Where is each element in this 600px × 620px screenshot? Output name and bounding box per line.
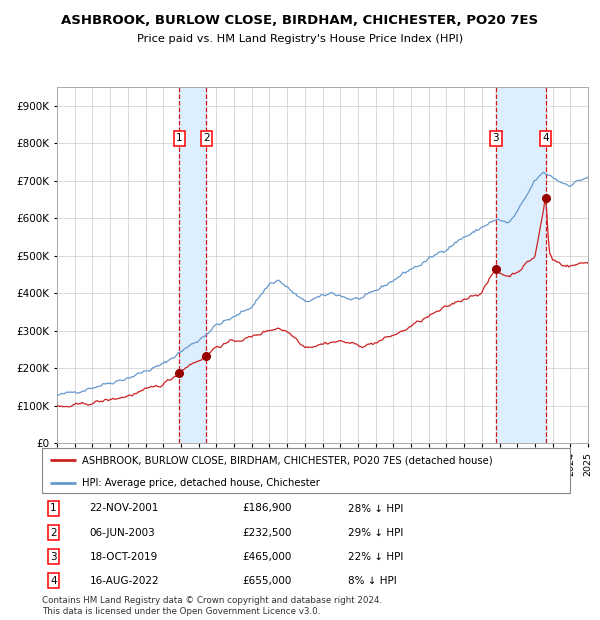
Text: 22% ↓ HPI: 22% ↓ HPI <box>348 552 404 562</box>
Text: 8% ↓ HPI: 8% ↓ HPI <box>348 575 397 585</box>
Text: 06-JUN-2003: 06-JUN-2003 <box>89 528 155 538</box>
Text: 4: 4 <box>50 575 57 585</box>
Text: 22-NOV-2001: 22-NOV-2001 <box>89 503 159 513</box>
Text: 28% ↓ HPI: 28% ↓ HPI <box>348 503 404 513</box>
FancyBboxPatch shape <box>42 448 570 493</box>
Text: 18-OCT-2019: 18-OCT-2019 <box>89 552 158 562</box>
Text: 3: 3 <box>493 133 499 143</box>
Text: Price paid vs. HM Land Registry's House Price Index (HPI): Price paid vs. HM Land Registry's House … <box>137 34 463 44</box>
Text: £232,500: £232,500 <box>242 528 292 538</box>
Text: £655,000: £655,000 <box>242 575 292 585</box>
Text: ASHBROOK, BURLOW CLOSE, BIRDHAM, CHICHESTER, PO20 7ES: ASHBROOK, BURLOW CLOSE, BIRDHAM, CHICHES… <box>61 14 539 27</box>
Text: 2: 2 <box>50 528 57 538</box>
Text: 1: 1 <box>50 503 57 513</box>
Text: 4: 4 <box>542 133 549 143</box>
Text: Contains HM Land Registry data © Crown copyright and database right 2024.
This d: Contains HM Land Registry data © Crown c… <box>42 596 382 616</box>
Text: 3: 3 <box>50 552 57 562</box>
Text: 16-AUG-2022: 16-AUG-2022 <box>89 575 159 585</box>
Text: £186,900: £186,900 <box>242 503 292 513</box>
Bar <box>496 87 546 443</box>
Text: £465,000: £465,000 <box>242 552 292 562</box>
Text: 29% ↓ HPI: 29% ↓ HPI <box>348 528 404 538</box>
Text: HPI: Average price, detached house, Chichester: HPI: Average price, detached house, Chic… <box>82 478 319 488</box>
Bar <box>179 87 206 443</box>
Text: 1: 1 <box>176 133 182 143</box>
Text: ASHBROOK, BURLOW CLOSE, BIRDHAM, CHICHESTER, PO20 7ES (detached house): ASHBROOK, BURLOW CLOSE, BIRDHAM, CHICHES… <box>82 455 492 466</box>
Text: 2: 2 <box>203 133 210 143</box>
